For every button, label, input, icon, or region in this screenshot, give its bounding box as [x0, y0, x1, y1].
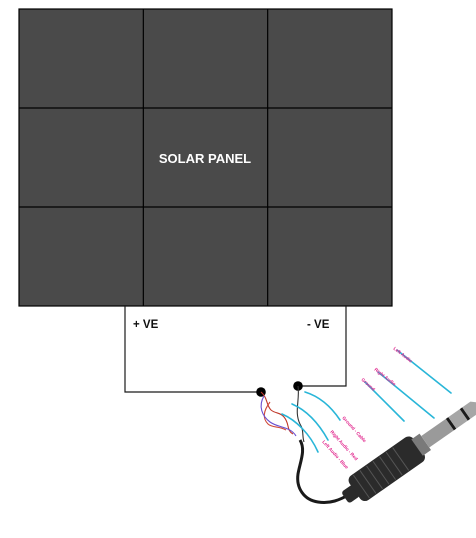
- blue-wire: [260, 395, 297, 437]
- plug-insulator-ring-1: [445, 417, 457, 431]
- label-left-audio: Left Audio: [392, 346, 413, 364]
- label-ground-wire: Ground - Cable: [341, 415, 367, 443]
- label-ground: Ground: [360, 377, 376, 392]
- solar-panel-body: [18, 8, 393, 307]
- arrow-ground: [364, 381, 405, 422]
- label-right-audio-wire: Right Audio - Red: [329, 429, 359, 461]
- plug-body: [348, 436, 425, 502]
- red-wire: [260, 391, 294, 435]
- red-wire-branch: [263, 401, 287, 431]
- negative-terminal-label: - VE: [307, 319, 330, 331]
- plug-collar: [411, 433, 432, 456]
- arrow-ground-wire: [304, 391, 341, 421]
- negative-wire: [298, 306, 347, 387]
- plug-grip-ridges: [352, 447, 410, 499]
- arrow-right-audio-wire: [291, 403, 329, 441]
- signal-wires: [260, 385, 305, 443]
- arrow-left-audio-wire: [281, 413, 319, 453]
- solar-panel: SOLAR PANEL: [18, 8, 393, 307]
- plug-sleeve: [421, 418, 454, 448]
- arrow-left-audio: [396, 349, 452, 394]
- label-right-audio: Right Audio: [373, 367, 397, 387]
- plug-insulator-ring-2: [459, 407, 471, 421]
- positive-terminal-label: + VE: [133, 319, 159, 331]
- arrow-right-audio: [377, 371, 435, 419]
- label-arrows: [281, 349, 452, 453]
- plug-cable: [296, 439, 351, 504]
- audio-plug: [342, 401, 476, 503]
- output-wires: [124, 306, 347, 393]
- plug-ring: [448, 409, 468, 429]
- solar-panel-label: SOLAR PANEL: [159, 151, 251, 166]
- solar-panel-cell-grid: [19, 9, 392, 306]
- plug-tip: [462, 401, 476, 419]
- positive-wire: [124, 306, 260, 393]
- ground-wire: [296, 385, 305, 443]
